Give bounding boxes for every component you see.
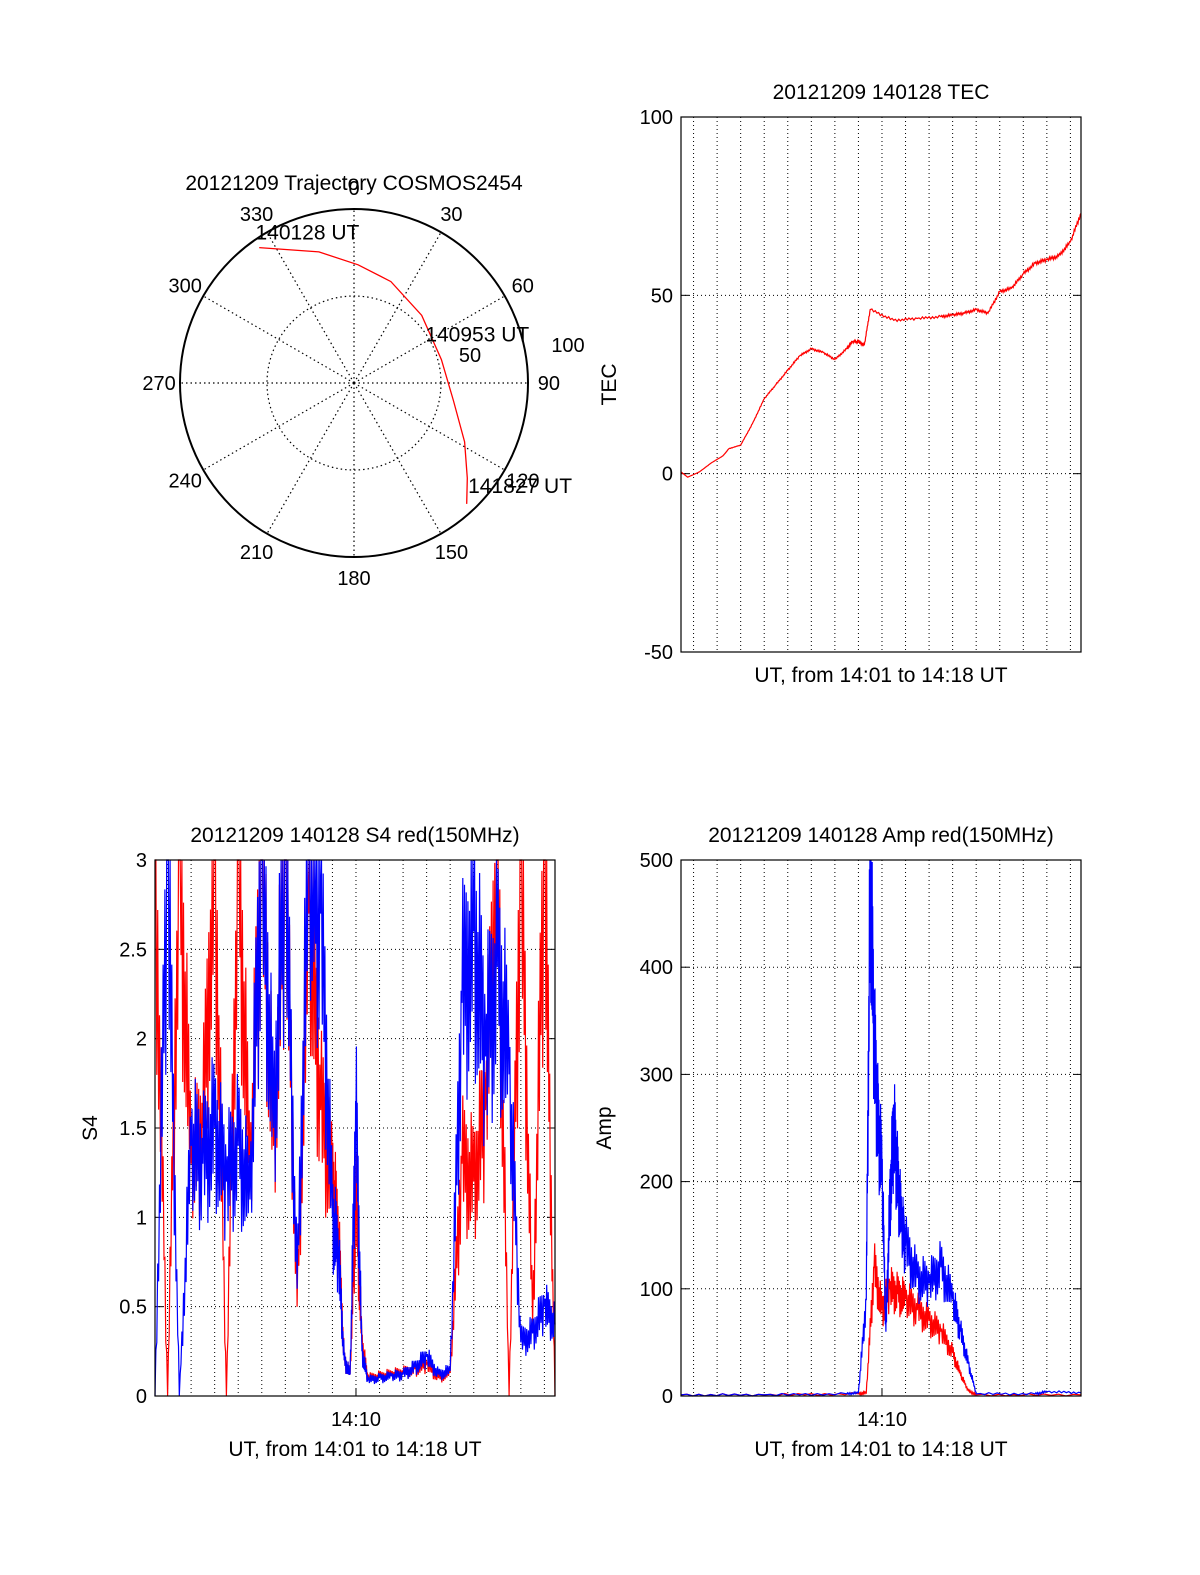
polar-spoke: [203, 382, 355, 471]
polar-angle-label: 270: [142, 373, 175, 395]
y-tick-label: 2.5: [119, 939, 147, 961]
polar-angle-label: 30: [440, 204, 462, 226]
x-axis-label: UT, from 14:01 to 14:18 UT: [228, 1438, 481, 1461]
y-tick-label: 200: [640, 1172, 673, 1194]
polar-angle-label: 330: [240, 204, 273, 226]
polar-spoke: [353, 382, 505, 471]
y-tick-label: 300: [640, 1064, 673, 1086]
y-tick-label: -50: [644, 642, 673, 664]
trajectory-time-label: 140128 UT: [255, 221, 359, 244]
y-tick-label: 100: [640, 1279, 673, 1301]
polar-angle-label: 300: [169, 276, 202, 298]
polar-angle-label: 90: [538, 373, 560, 395]
polar-spoke: [266, 232, 355, 384]
y-tick-label: 3: [136, 850, 147, 872]
y-tick-label: 0: [662, 1386, 673, 1408]
series-line: [680, 859, 1082, 1397]
polar-angle-label: 120: [506, 470, 539, 492]
trajectory-line: [259, 246, 468, 504]
polar-spoke: [353, 232, 442, 384]
series-line: [154, 859, 556, 1397]
x-axis-label: UT, from 14:01 to 14:18 UT: [754, 664, 1007, 687]
polar-outer-circle: [179, 208, 529, 558]
y-tick-label: 1: [136, 1207, 147, 1229]
polar-angle-label: 0: [348, 178, 359, 200]
y-tick-label: 2: [136, 1029, 147, 1051]
amp-panel: [680, 859, 1082, 1397]
y-tick-label: 0: [662, 464, 673, 486]
polar-spoke: [353, 382, 442, 534]
polar-angle-label: 210: [240, 542, 273, 564]
polar-angle-label: 240: [169, 470, 202, 492]
y-tick-label: 0: [136, 1386, 147, 1408]
polar-spoke: [203, 295, 355, 384]
polar-angle-label: 60: [512, 276, 534, 298]
y-axis-label: TEC: [598, 364, 621, 406]
series-line: [680, 212, 1082, 478]
polar-spoke: [266, 382, 355, 534]
plot-frame: [680, 116, 1082, 653]
x-tick-label: 14:10: [331, 1409, 381, 1431]
s4-panel: [154, 859, 556, 1397]
polar-radial-label: 50: [459, 345, 481, 367]
polar-angle-label: 180: [337, 568, 370, 590]
trajectory-time-label: 140953 UT: [425, 323, 529, 346]
panel-title: 20121209 140128 Amp red(150MHz): [708, 824, 1054, 847]
y-tick-label: 100: [640, 107, 673, 129]
y-tick-label: 500: [640, 850, 673, 872]
x-axis-label: UT, from 14:01 to 14:18 UT: [754, 1438, 1007, 1461]
polar-spoke: [353, 295, 505, 384]
y-tick-label: 1.5: [119, 1118, 147, 1140]
polar-plot: [179, 208, 529, 558]
series-line: [680, 1243, 1082, 1397]
plot-frame: [154, 859, 556, 1397]
polar-radial-label: 100: [551, 335, 584, 357]
panel-title: 20121209 140128 S4 red(150MHz): [190, 824, 519, 847]
tec-panel: [680, 116, 1082, 653]
polar-title: 20121209 Trajectory COSMOS2454: [185, 172, 523, 195]
y-axis-label: Amp: [593, 1106, 616, 1149]
y-tick-label: 50: [651, 285, 673, 307]
plot-frame: [680, 859, 1082, 1397]
polar-angle-label: 150: [435, 542, 468, 564]
x-tick-label: 14:10: [857, 1409, 907, 1431]
y-axis-label: S4: [79, 1115, 102, 1141]
trajectory-time-label: 141827 UT: [468, 475, 572, 498]
y-tick-label: 400: [640, 957, 673, 979]
y-tick-label: 0.5: [119, 1297, 147, 1319]
panel-title: 20121209 140128 TEC: [773, 81, 990, 104]
